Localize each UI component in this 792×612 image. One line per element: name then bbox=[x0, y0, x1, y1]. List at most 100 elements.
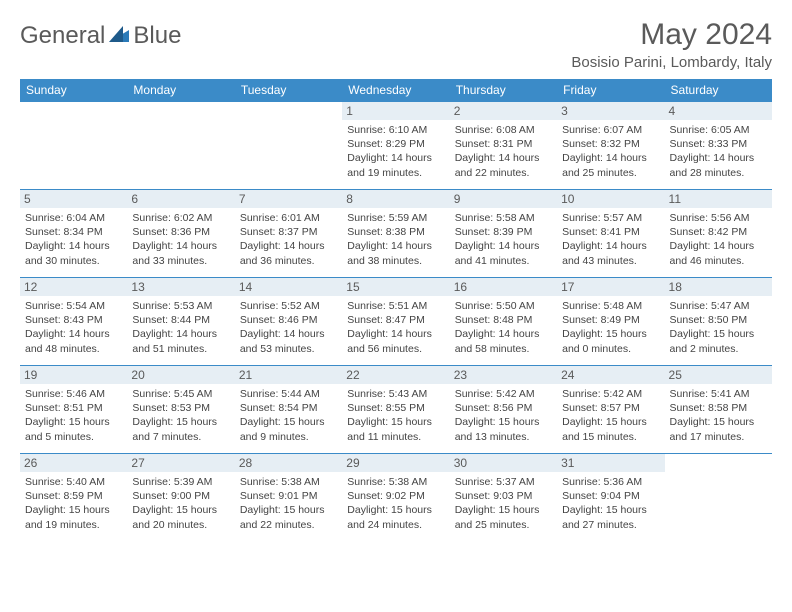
daylight-text: and 22 minutes. bbox=[240, 518, 337, 532]
daylight-text: and 53 minutes. bbox=[240, 342, 337, 356]
sunset-text: Sunset: 9:03 PM bbox=[455, 489, 552, 503]
day-number: 22 bbox=[342, 366, 449, 384]
sunset-text: Sunset: 8:49 PM bbox=[562, 313, 659, 327]
daylight-text: and 19 minutes. bbox=[25, 518, 122, 532]
sunrise-text: Sunrise: 5:43 AM bbox=[347, 387, 444, 401]
daylight-text: Daylight: 15 hours bbox=[455, 503, 552, 517]
daylight-text: Daylight: 14 hours bbox=[132, 239, 229, 253]
day-number: 31 bbox=[557, 454, 664, 472]
location: Bosisio Parini, Lombardy, Italy bbox=[571, 54, 772, 71]
page: General Blue May 2024 Bosisio Parini, Lo… bbox=[0, 0, 792, 552]
sunrise-text: Sunrise: 5:54 AM bbox=[25, 299, 122, 313]
daylight-text: and 43 minutes. bbox=[562, 254, 659, 268]
daylight-text: Daylight: 15 hours bbox=[132, 415, 229, 429]
day-number: 2 bbox=[450, 102, 557, 120]
daylight-text: Daylight: 14 hours bbox=[25, 239, 122, 253]
sunrise-text: Sunrise: 5:59 AM bbox=[347, 211, 444, 225]
daylight-text: and 38 minutes. bbox=[347, 254, 444, 268]
sunset-text: Sunset: 8:57 PM bbox=[562, 401, 659, 415]
day-number: 9 bbox=[450, 190, 557, 208]
day-number: 19 bbox=[20, 366, 127, 384]
calendar-cell: 12Sunrise: 5:54 AMSunset: 8:43 PMDayligh… bbox=[20, 278, 127, 366]
sunset-text: Sunset: 8:41 PM bbox=[562, 225, 659, 239]
sunset-text: Sunset: 8:39 PM bbox=[455, 225, 552, 239]
daylight-text: Daylight: 15 hours bbox=[455, 415, 552, 429]
sunrise-text: Sunrise: 5:38 AM bbox=[240, 475, 337, 489]
sunrise-text: Sunrise: 5:52 AM bbox=[240, 299, 337, 313]
daylight-text: Daylight: 14 hours bbox=[25, 327, 122, 341]
sunset-text: Sunset: 9:00 PM bbox=[132, 489, 229, 503]
calendar-cell: 5Sunrise: 6:04 AMSunset: 8:34 PMDaylight… bbox=[20, 190, 127, 278]
logo-text-2: Blue bbox=[133, 22, 181, 50]
day-header: Monday bbox=[127, 79, 234, 102]
calendar-cell: 24Sunrise: 5:42 AMSunset: 8:57 PMDayligh… bbox=[557, 366, 664, 454]
daylight-text: Daylight: 14 hours bbox=[670, 239, 767, 253]
daylight-text: and 28 minutes. bbox=[670, 166, 767, 180]
day-number: 21 bbox=[235, 366, 342, 384]
sunrise-text: Sunrise: 5:47 AM bbox=[670, 299, 767, 313]
day-header: Wednesday bbox=[342, 79, 449, 102]
daylight-text: Daylight: 15 hours bbox=[240, 503, 337, 517]
daylight-text: Daylight: 14 hours bbox=[240, 239, 337, 253]
sunset-text: Sunset: 8:48 PM bbox=[455, 313, 552, 327]
sunrise-text: Sunrise: 5:41 AM bbox=[670, 387, 767, 401]
sunset-text: Sunset: 8:33 PM bbox=[670, 137, 767, 151]
sunrise-text: Sunrise: 6:07 AM bbox=[562, 123, 659, 137]
daylight-text: and 15 minutes. bbox=[562, 430, 659, 444]
daylight-text: and 24 minutes. bbox=[347, 518, 444, 532]
day-number: 20 bbox=[127, 366, 234, 384]
sunrise-text: Sunrise: 6:08 AM bbox=[455, 123, 552, 137]
calendar-cell: 8Sunrise: 5:59 AMSunset: 8:38 PMDaylight… bbox=[342, 190, 449, 278]
sunset-text: Sunset: 8:59 PM bbox=[25, 489, 122, 503]
daylight-text: Daylight: 14 hours bbox=[132, 327, 229, 341]
sunrise-text: Sunrise: 5:36 AM bbox=[562, 475, 659, 489]
daylight-text: and 0 minutes. bbox=[562, 342, 659, 356]
calendar-cell: 3Sunrise: 6:07 AMSunset: 8:32 PMDaylight… bbox=[557, 102, 664, 190]
daylight-text: Daylight: 14 hours bbox=[562, 151, 659, 165]
sunrise-text: Sunrise: 5:42 AM bbox=[562, 387, 659, 401]
day-header: Tuesday bbox=[235, 79, 342, 102]
daylight-text: Daylight: 15 hours bbox=[132, 503, 229, 517]
daylight-text: and 25 minutes. bbox=[455, 518, 552, 532]
sunrise-text: Sunrise: 6:10 AM bbox=[347, 123, 444, 137]
sunrise-text: Sunrise: 5:42 AM bbox=[455, 387, 552, 401]
day-number: 6 bbox=[127, 190, 234, 208]
daylight-text: Daylight: 14 hours bbox=[455, 151, 552, 165]
daylight-text: Daylight: 14 hours bbox=[347, 327, 444, 341]
day-number: 5 bbox=[20, 190, 127, 208]
calendar-cell: 26Sunrise: 5:40 AMSunset: 8:59 PMDayligh… bbox=[20, 454, 127, 542]
sunset-text: Sunset: 8:46 PM bbox=[240, 313, 337, 327]
daylight-text: Daylight: 15 hours bbox=[562, 415, 659, 429]
calendar-cell: 19Sunrise: 5:46 AMSunset: 8:51 PMDayligh… bbox=[20, 366, 127, 454]
daylight-text: Daylight: 15 hours bbox=[562, 327, 659, 341]
daylight-text: and 33 minutes. bbox=[132, 254, 229, 268]
daylight-text: and 30 minutes. bbox=[25, 254, 122, 268]
calendar-cell: 4Sunrise: 6:05 AMSunset: 8:33 PMDaylight… bbox=[665, 102, 772, 190]
daylight-text: Daylight: 14 hours bbox=[562, 239, 659, 253]
day-number: 13 bbox=[127, 278, 234, 296]
sunset-text: Sunset: 8:37 PM bbox=[240, 225, 337, 239]
calendar-cell: 30Sunrise: 5:37 AMSunset: 9:03 PMDayligh… bbox=[450, 454, 557, 542]
calendar-cell: 22Sunrise: 5:43 AMSunset: 8:55 PMDayligh… bbox=[342, 366, 449, 454]
day-number: 8 bbox=[342, 190, 449, 208]
daylight-text: Daylight: 14 hours bbox=[455, 327, 552, 341]
day-number: 14 bbox=[235, 278, 342, 296]
calendar-cell: 13Sunrise: 5:53 AMSunset: 8:44 PMDayligh… bbox=[127, 278, 234, 366]
sunrise-text: Sunrise: 5:50 AM bbox=[455, 299, 552, 313]
calendar-cell: 2Sunrise: 6:08 AMSunset: 8:31 PMDaylight… bbox=[450, 102, 557, 190]
calendar-cell: 9Sunrise: 5:58 AMSunset: 8:39 PMDaylight… bbox=[450, 190, 557, 278]
logo: General Blue bbox=[20, 22, 181, 50]
day-number: 28 bbox=[235, 454, 342, 472]
calendar-cell: 7Sunrise: 6:01 AMSunset: 8:37 PMDaylight… bbox=[235, 190, 342, 278]
calendar-cell: 20Sunrise: 5:45 AMSunset: 8:53 PMDayligh… bbox=[127, 366, 234, 454]
day-number: 29 bbox=[342, 454, 449, 472]
calendar-cell: 21Sunrise: 5:44 AMSunset: 8:54 PMDayligh… bbox=[235, 366, 342, 454]
day-number: 23 bbox=[450, 366, 557, 384]
sunset-text: Sunset: 8:55 PM bbox=[347, 401, 444, 415]
sunrise-text: Sunrise: 5:51 AM bbox=[347, 299, 444, 313]
sunset-text: Sunset: 8:43 PM bbox=[25, 313, 122, 327]
day-number: 17 bbox=[557, 278, 664, 296]
day-number: 3 bbox=[557, 102, 664, 120]
calendar-cell bbox=[235, 102, 342, 190]
sunset-text: Sunset: 8:47 PM bbox=[347, 313, 444, 327]
